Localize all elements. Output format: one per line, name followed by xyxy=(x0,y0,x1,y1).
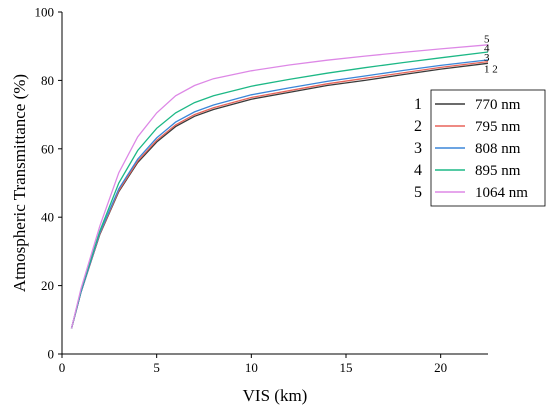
legend-label: 1064 nm xyxy=(475,185,528,201)
series-line-4 xyxy=(70,51,489,329)
x-tick-label: 10 xyxy=(245,360,258,375)
legend-label: 795 nm xyxy=(475,119,521,135)
legend-label: 895 nm xyxy=(475,163,521,179)
legend-number: 1 xyxy=(414,96,422,113)
series-line-1 xyxy=(70,62,489,329)
x-tick-label: 0 xyxy=(59,360,66,375)
series-end-label: 3 xyxy=(484,52,490,64)
x-tick-label: 15 xyxy=(340,360,353,375)
series-line-2 xyxy=(70,60,489,329)
series-end-label: 5 xyxy=(484,33,490,45)
series-end-label: 1 2 xyxy=(484,63,498,75)
y-tick-label: 20 xyxy=(41,278,54,293)
y-tick-label: 40 xyxy=(41,210,54,225)
y-tick-label: 100 xyxy=(35,5,55,20)
series-line-5 xyxy=(70,44,489,329)
x-axis-title: VIS (km) xyxy=(243,386,308,405)
series-end-label: 4 xyxy=(484,43,490,55)
y-tick-label: 60 xyxy=(41,141,54,156)
legend: 1 770 nm 2 795 nm 3 808 nm 4 895 nm 5 1064 nm xyxy=(414,89,546,207)
series-layer xyxy=(70,44,489,329)
legend-number: 2 xyxy=(414,118,422,135)
y-axis-title: Atmospheric Transmittance (%) xyxy=(10,74,29,292)
axes-layer xyxy=(61,12,488,355)
legend-label: 808 nm xyxy=(475,141,521,157)
x-tick-label: 20 xyxy=(434,360,447,375)
y-tick-label: 0 xyxy=(48,347,55,362)
legend-label: 770 nm xyxy=(475,97,521,113)
legend-items: 1 770 nm 2 795 nm 3 808 nm 4 895 nm 5 1064 nm xyxy=(414,96,528,201)
y-tick-label: 80 xyxy=(41,73,54,88)
legend-number: 4 xyxy=(414,162,422,179)
series-line-3 xyxy=(70,59,489,329)
legend-number: 5 xyxy=(414,184,422,201)
legend-number: 3 xyxy=(414,140,422,157)
x-tick-label: 5 xyxy=(153,360,160,375)
